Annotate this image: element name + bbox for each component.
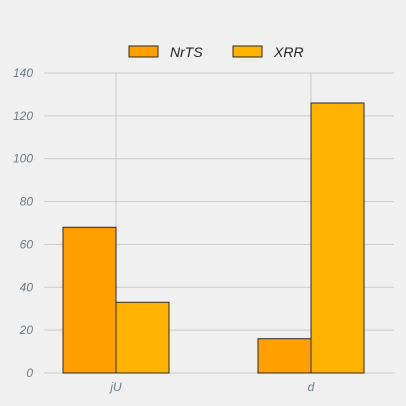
y-axis-ticks: 0 20 40 60 80 100 120 140 (13, 66, 33, 380)
x-tick-label: d (308, 380, 315, 394)
y-tick-label: 60 (20, 237, 34, 251)
legend: NrTS XRR (128, 44, 304, 60)
bar-XRR-d (310, 102, 365, 374)
y-tick-label: 100 (13, 152, 33, 166)
legend-label: NrTS (170, 44, 203, 60)
y-tick-label: 40 (20, 280, 34, 294)
legend-swatch (232, 45, 263, 58)
legend-swatch (128, 45, 159, 58)
y-tick-label: 80 (20, 195, 34, 209)
y-tick-label: 20 (19, 323, 34, 337)
y-tick-label: 0 (26, 366, 33, 380)
bar-XRR-jU (115, 301, 170, 374)
bars (62, 102, 365, 374)
x-axis-ticks: jU d (108, 380, 314, 394)
bar-NrTS-d (257, 338, 312, 374)
y-tick-label: 140 (13, 66, 33, 80)
legend-label: XRR (273, 44, 304, 60)
bar-NrTS-jU (62, 226, 117, 374)
y-tick-label: 120 (13, 109, 33, 123)
x-tick-label: jU (108, 380, 122, 394)
